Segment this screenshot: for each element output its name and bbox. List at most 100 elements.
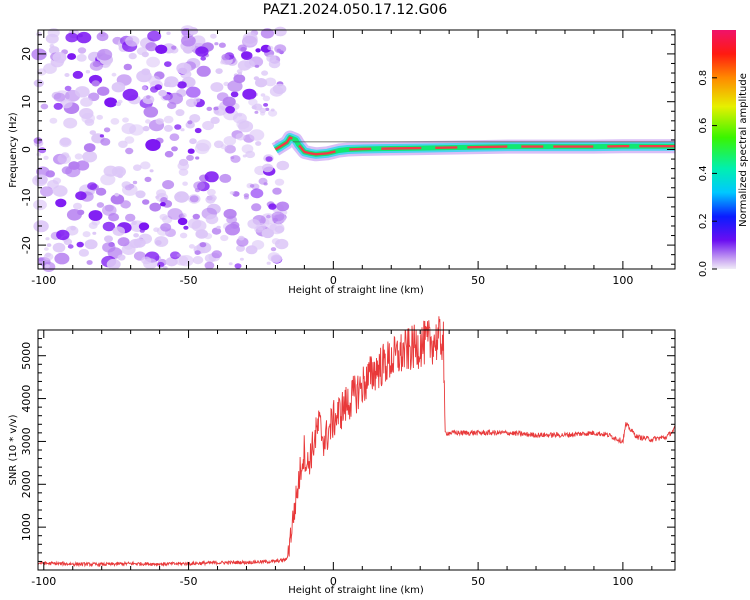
noise-speckle	[65, 165, 81, 178]
noise-speckle	[243, 193, 250, 198]
noise-speckle	[255, 48, 261, 53]
noise-speckle	[262, 95, 271, 102]
noise-speckle	[63, 117, 78, 129]
noise-speckle	[260, 93, 266, 97]
noise-speckle	[118, 140, 128, 148]
noise-speckle	[47, 28, 60, 38]
noise-speckle	[171, 45, 177, 50]
noise-speckle	[211, 227, 222, 235]
noise-speckle	[49, 43, 55, 48]
noise-speckle	[264, 77, 277, 87]
noise-speckle	[261, 70, 269, 76]
noise-speckle	[55, 198, 67, 208]
noise-speckle	[276, 48, 282, 53]
noise-speckle	[178, 158, 189, 167]
noise-speckle	[227, 80, 243, 92]
noise-speckle	[72, 70, 84, 79]
noise-speckle	[205, 214, 219, 225]
track-core	[274, 136, 675, 156]
noise-speckle	[80, 97, 93, 107]
noise-speckle	[220, 234, 229, 242]
noise-speckle	[92, 61, 101, 68]
noise-speckle	[187, 148, 195, 154]
noise-speckle	[95, 187, 107, 196]
noise-speckle	[141, 51, 149, 58]
noise-speckle	[145, 42, 158, 52]
noise-speckle	[237, 44, 248, 52]
noise-speckle	[163, 115, 174, 124]
noise-speckle	[57, 153, 71, 165]
noise-speckle	[215, 68, 223, 74]
noise-speckle	[188, 244, 195, 249]
noise-speckle	[36, 31, 43, 37]
noise-speckle	[104, 97, 118, 108]
noise-speckle	[125, 147, 134, 155]
noise-speckle	[91, 80, 100, 87]
noise-speckle	[163, 124, 173, 132]
noise-speckle	[170, 251, 181, 260]
noise-speckle	[175, 109, 185, 117]
noise-speckle	[214, 110, 220, 115]
noise-speckle	[271, 211, 285, 222]
noise-speckle	[160, 202, 166, 207]
noise-speckle	[248, 98, 258, 106]
noise-speckle	[96, 32, 109, 42]
noise-speckle	[210, 82, 224, 93]
noise-speckle	[52, 52, 67, 63]
noise-speckle	[74, 86, 90, 98]
noise-speckle	[226, 215, 238, 224]
noise-speckle	[160, 197, 168, 203]
noise-speckle	[242, 88, 257, 100]
noise-speckle	[202, 120, 215, 131]
x-tick-label: 50	[471, 575, 485, 588]
signal-track	[271, 130, 675, 162]
noise-speckle	[204, 261, 215, 270]
noise-speckle	[82, 231, 91, 238]
noise-speckle	[124, 136, 135, 144]
noise-speckle	[33, 79, 44, 88]
noise-speckle	[239, 257, 244, 261]
noise-speckle	[186, 154, 194, 161]
noise-speckle	[85, 70, 91, 74]
noise-speckle	[145, 139, 161, 151]
noise-speckle	[76, 31, 92, 44]
noise-speckle	[165, 257, 178, 267]
noise-speckle	[77, 209, 85, 216]
x-tick-label: -100	[31, 575, 56, 588]
y-tick-label: 2000	[20, 470, 33, 498]
noise-speckle	[136, 70, 152, 83]
noise-speckle	[166, 31, 171, 35]
noise-speckle	[187, 120, 193, 125]
noise-speckle	[97, 86, 110, 96]
noise-speckle	[238, 72, 242, 75]
noise-speckle	[142, 95, 155, 105]
colorbar-tick-label: 0.0	[698, 261, 709, 277]
spectrogram-x-axis-label: Height of straight line (km)	[288, 285, 424, 296]
noise-speckle	[52, 242, 66, 253]
noise-speckle	[146, 56, 161, 68]
noise-speckle	[235, 133, 246, 141]
noise-speckle	[155, 195, 160, 199]
noise-speckle	[60, 98, 73, 109]
noise-speckle	[216, 225, 221, 230]
noise-speckle	[203, 233, 213, 240]
noise-speckle	[35, 174, 48, 185]
noise-speckle	[195, 139, 212, 152]
noise-speckle	[192, 256, 204, 265]
y-tick-label: 20	[20, 47, 33, 61]
noise-speckle	[36, 152, 42, 157]
noise-speckle	[142, 199, 150, 205]
figure-title: PAZ1.2024.050.17.12.G06	[263, 2, 448, 18]
noise-speckle	[106, 258, 121, 270]
noise-speckle	[46, 243, 52, 248]
x-tick-label: 100	[612, 274, 633, 287]
noise-speckle	[40, 103, 49, 110]
noise-speckle	[174, 191, 190, 203]
noise-speckle	[76, 241, 84, 248]
y-tick-label: 1000	[20, 513, 33, 541]
noise-speckle	[193, 181, 206, 191]
noise-speckle	[88, 222, 98, 229]
snr-panel: -100 -50 0 50 100 1000 2000 3000 4000 5000 Height…	[8, 316, 676, 596]
noise-speckle	[199, 242, 207, 248]
